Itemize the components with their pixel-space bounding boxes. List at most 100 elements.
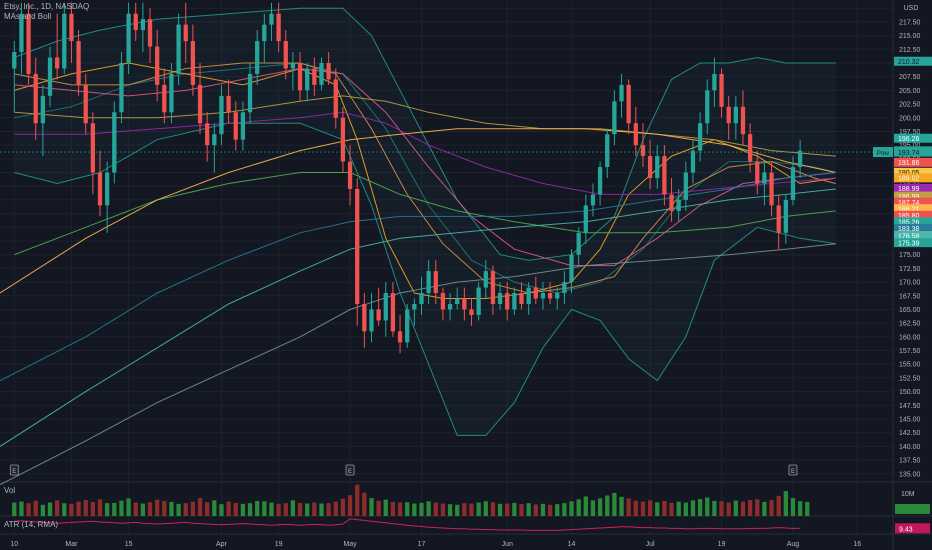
volume-pane-label[interactable]: Vol [4,486,16,495]
candle-body [383,293,388,321]
candle-body [155,46,160,85]
volume-bar [33,500,38,516]
volume-bar [390,501,396,516]
volume-bar [426,501,431,516]
candle-body [197,84,203,124]
candle-body [512,293,517,310]
candle-body [305,68,310,91]
candle-body [655,156,660,179]
candle-body [326,62,331,80]
candle-body [576,232,581,255]
volume-bar [547,504,553,516]
candle-body [497,293,503,304]
price-label-badge [894,183,932,193]
candle-body [762,172,767,184]
candle-body [790,167,796,200]
x-tick-label: 19 [275,541,283,548]
atr-pane-label[interactable]: ATR (14, RMA) [4,520,59,529]
candle-body [347,161,353,189]
candle-body [426,271,431,294]
volume-bar [383,499,388,516]
price-label-badge [894,56,932,66]
candle-body [683,172,688,200]
x-tick-label: 16 [853,541,861,548]
bollinger-lower [14,122,836,436]
volume-bar [726,502,731,516]
y-tick-label: 147.50 [899,403,921,410]
candle-body [69,13,74,42]
currency-label: USD [904,5,919,12]
volume-bars [12,484,810,516]
candle-body [526,287,531,304]
candle-body [162,84,167,113]
y-tick-label: 205.00 [899,88,921,95]
candle-body [469,309,474,315]
volume-bar [305,503,310,516]
candle-body [505,293,510,310]
candle-body [405,309,410,343]
candle-body [705,90,710,124]
volume-bar [626,498,631,516]
volume-bar [333,501,338,516]
y-tick-label: 167.50 [899,293,921,300]
price-label-text: 193.74 [898,150,920,157]
volume-bar [340,498,346,516]
candle-body [147,19,153,47]
candle-body [247,73,253,113]
candle-body [390,293,396,332]
candle-body [647,156,653,179]
atr-value-badge [895,523,930,534]
moving-average-line [14,67,836,267]
price-label-badge [894,173,932,183]
volume-bar [140,503,146,516]
x-tick-label: Jul [646,541,655,548]
candle-body [533,287,538,299]
candle-body [633,123,638,146]
candle-body [319,62,324,85]
volume-bar [290,500,296,516]
candle-body [97,172,103,206]
volume-bar [369,498,374,516]
volume-bar [662,500,667,516]
volume-bar [790,498,796,516]
price-label-text: 196.26 [898,136,920,143]
earnings-marker-box [345,464,355,476]
price-label-text: 191.86 [898,160,920,167]
candle-body [226,95,231,113]
price-label-badge [894,167,932,177]
price-label-text: 183.38 [898,226,920,233]
symbol-legend[interactable]: Etsy, Inc., 1D, NASDAQ [4,2,90,11]
price-label-text: 188.99 [898,186,920,193]
volume-bar [797,501,803,516]
candle-body [126,13,131,63]
volume-bar [576,499,581,516]
earnings-marker: E [9,464,19,476]
candle-body [690,150,696,173]
indicator-legend[interactable]: MAs and Boll [4,12,52,21]
candle-body [476,287,481,315]
volume-bar [362,492,367,516]
volume-bar [462,503,467,516]
volume-bar [147,502,153,516]
atr-value-label: 9.43 [899,526,913,533]
volume-bar [455,504,460,516]
candle-body [590,194,596,206]
y-tick-label: 155.00 [899,362,921,369]
price-label-badge [894,147,932,157]
candle-body [62,13,67,69]
candle-body [483,271,488,288]
volume-bar [505,503,510,516]
price-label-badge [894,210,932,220]
volume-bar [155,499,160,516]
price-label-badge [894,191,932,201]
candle-body [76,41,81,85]
volume-bar [755,499,760,516]
candle-body [355,188,360,304]
price-label-badge [894,231,932,241]
volume-bar [112,502,117,516]
candle-body [190,41,196,85]
x-tick-label: Aug [787,541,800,548]
price-label-text: 185.80 [898,213,920,220]
